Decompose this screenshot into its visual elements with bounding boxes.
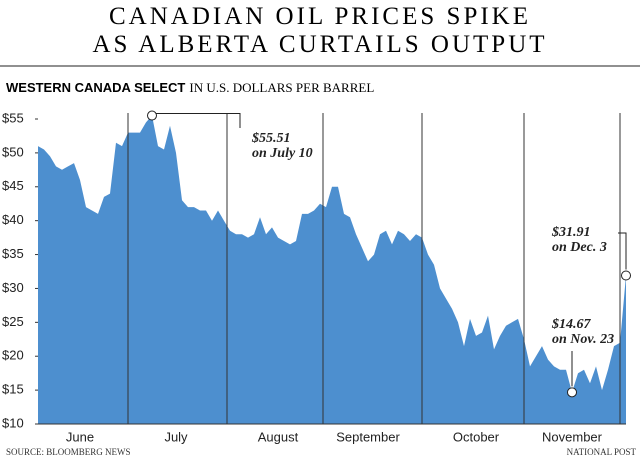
- annotation: $31.91: [551, 225, 591, 240]
- y-tick-label: $35: [2, 246, 24, 261]
- annotation: on Nov. 23: [552, 332, 614, 347]
- y-tick-label: $40: [2, 212, 24, 227]
- point-marker: [567, 387, 577, 398]
- annotation: $14.67: [551, 317, 592, 332]
- y-tick-label: $50: [2, 144, 24, 159]
- x-tick-label: September: [336, 429, 400, 444]
- subtitle-rest: IN U.S. DOLLARS PER BARREL: [189, 80, 374, 95]
- subtitle-bold: WESTERN CANADA SELECT: [6, 80, 185, 95]
- y-tick-label: $20: [2, 348, 24, 363]
- annotation: $55.51: [251, 131, 291, 146]
- annotation: on Dec. 3: [552, 240, 607, 255]
- x-tick-label: July: [164, 429, 188, 444]
- point-marker: [147, 110, 157, 121]
- y-tick-label: $45: [2, 178, 24, 193]
- y-tick-label: $25: [2, 314, 24, 329]
- x-tick-label: November: [542, 429, 603, 444]
- annotation: on July 10: [252, 146, 313, 161]
- credit: NATIONAL POST: [567, 447, 637, 457]
- source: SOURCE: BLOOMBERG NEWS: [6, 447, 131, 457]
- y-tick-label: $15: [2, 382, 24, 397]
- x-tick-label: June: [66, 429, 94, 444]
- area: [38, 115, 626, 424]
- chart-title: CANADIAN OIL PRICES SPIKE: [109, 3, 531, 30]
- chart-title: AS ALBERTA CURTAILS OUTPUT: [92, 31, 547, 58]
- subtitle: WESTERN CANADA SELECT IN U.S. DOLLARS PER…: [6, 80, 374, 95]
- point-marker: [621, 270, 631, 281]
- leader-line: [618, 232, 627, 270]
- x-tick-label: August: [258, 429, 299, 444]
- y-tick-label: $30: [2, 280, 24, 295]
- y-tick-label: $55: [2, 110, 24, 125]
- y-tick-label: $10: [2, 415, 24, 430]
- x-tick-label: October: [453, 429, 500, 444]
